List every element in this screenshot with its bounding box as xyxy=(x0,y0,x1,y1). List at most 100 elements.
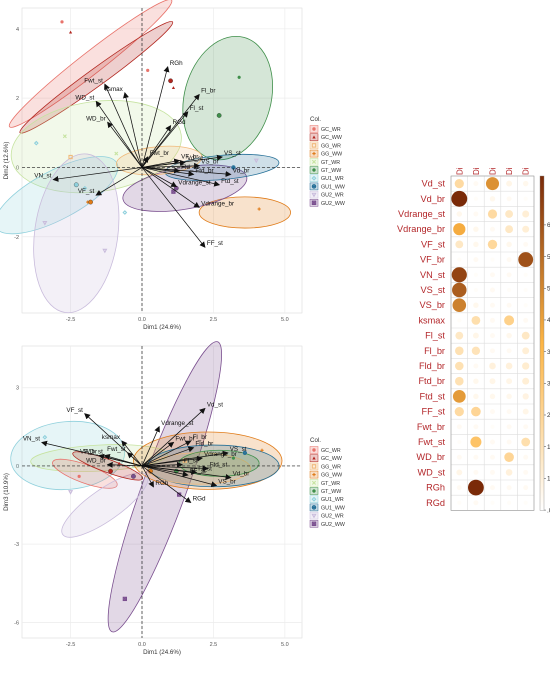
heatmap-dot xyxy=(452,282,467,298)
heatmap-dot xyxy=(473,378,479,384)
vector-label: VF_st xyxy=(78,188,95,195)
vector-label: FF_st xyxy=(207,240,223,247)
vector-label: WD_br xyxy=(86,115,106,122)
heatmap-dot xyxy=(473,226,479,232)
legend-marker xyxy=(312,127,316,131)
legend-marker xyxy=(311,480,317,485)
legend-marker xyxy=(312,151,316,156)
data-point xyxy=(117,461,121,465)
y-tick-label: -2 xyxy=(14,235,19,241)
vector-label: Vdrange_st xyxy=(178,179,210,186)
confidence-ellipse xyxy=(198,196,291,229)
legend-marker xyxy=(311,496,317,502)
heatmap-dot xyxy=(455,376,464,386)
x-tick-label: 2.5 xyxy=(210,642,218,648)
pca-biplot-dim1-dim3: -2.5 0.0 2.5 5.0 -6 -3 0 3 Vd_st Vdrange_st Fwt_br… xyxy=(3,341,345,656)
loading-vector xyxy=(141,461,183,468)
x-tick-label: -2.5 xyxy=(66,642,75,648)
heatmap-dot xyxy=(473,469,479,475)
heatmap-row-label: VN_st xyxy=(420,270,445,280)
confidence-ellipse xyxy=(122,164,248,212)
heatmap-row-label: WD_st xyxy=(417,467,445,477)
heatmap-dot xyxy=(471,346,481,355)
colorbar-tick-label: 19 xyxy=(547,444,550,451)
vector-label: Ftd_br xyxy=(195,167,213,174)
heatmap-row-label: RGd xyxy=(426,498,445,508)
group-centroid xyxy=(168,78,173,84)
heatmap-row-label: VS_st xyxy=(420,285,445,295)
vector-label: Vd_br xyxy=(233,167,250,174)
data-point xyxy=(68,30,73,34)
plot-area xyxy=(21,345,303,639)
y-tick-label: -3 xyxy=(14,542,19,548)
heatmap-dot xyxy=(490,302,495,308)
data-point xyxy=(42,221,48,226)
heatmap-dot xyxy=(506,180,513,187)
loading-vector xyxy=(95,167,143,196)
legend-key xyxy=(309,190,319,199)
legend-title: Col. xyxy=(310,116,321,123)
loading-vector xyxy=(141,465,218,488)
data-point xyxy=(231,456,236,460)
heatmap-dot xyxy=(473,196,479,201)
loading-vector xyxy=(141,167,195,177)
legend-marker xyxy=(311,521,317,527)
heatmap-row-label: Ftd_st xyxy=(419,391,445,401)
legend-label: GU1_WW xyxy=(321,184,345,190)
heatmap-dot xyxy=(456,454,462,460)
heatmap-row-label: RGh xyxy=(426,483,445,493)
heatmap-dot xyxy=(523,287,528,293)
vector-label: VS_st xyxy=(224,150,241,157)
heatmap-dot xyxy=(457,318,462,323)
vector-label: Fl_st xyxy=(184,458,198,465)
data-point xyxy=(122,596,128,602)
heatmap-dot xyxy=(490,454,495,460)
heatmap-dot xyxy=(473,181,479,187)
heatmap-dot xyxy=(490,409,495,415)
heatmap-dot xyxy=(490,439,495,445)
heatmap-dot xyxy=(490,226,495,232)
vector-label: WD_br xyxy=(86,458,106,465)
y-axis-title: Dim2 (12.6%) xyxy=(3,142,10,180)
heatmap-column-label: Dim.2 xyxy=(472,168,481,175)
loading-vector xyxy=(107,121,143,168)
data-point xyxy=(257,207,261,211)
loading-vector xyxy=(141,167,221,187)
heatmap-dot xyxy=(457,500,462,505)
x-tick-label: 2.5 xyxy=(210,317,218,323)
vector-label: Fl_st xyxy=(198,465,212,472)
heatmap-dot xyxy=(506,257,512,263)
heatmap-dot xyxy=(487,209,498,219)
heatmap-row-label: Fld_br xyxy=(419,361,445,371)
heatmap-dot xyxy=(452,298,467,312)
vector-label: Vdrange_br xyxy=(201,200,234,207)
heatmap-dot xyxy=(506,272,512,278)
heatmap-dot xyxy=(523,303,528,308)
heatmap-dot xyxy=(473,272,479,277)
heatmap-dot xyxy=(523,272,528,277)
heatmap-dot xyxy=(521,437,531,447)
vector-label: VF_br xyxy=(181,154,198,161)
heatmap-dot xyxy=(504,315,515,326)
x-tick-label: 0.0 xyxy=(138,317,146,323)
heatmap-column-label: Dim.3 xyxy=(489,168,498,175)
heatmap-dot xyxy=(522,393,529,400)
y-tick-label: -6 xyxy=(14,620,19,626)
heatmap-dot xyxy=(457,257,462,262)
vector-label: VN_st xyxy=(23,435,40,442)
heatmap-dot xyxy=(490,485,495,491)
heatmap-dot xyxy=(473,363,479,369)
heatmap-dot xyxy=(490,333,495,339)
legend-key xyxy=(309,141,319,150)
data-point xyxy=(42,434,48,440)
colorbar-tick-label: .06 xyxy=(547,507,550,514)
legend-label: GG_WW xyxy=(321,473,342,479)
heatmap-row-label: Vd_br xyxy=(420,194,445,204)
heatmap-dot xyxy=(522,408,529,415)
heatmap-row-label: WD_br xyxy=(416,452,445,462)
data-point xyxy=(171,189,176,194)
heatmap-dot xyxy=(473,500,479,506)
y-tick-label: 3 xyxy=(16,386,19,392)
heatmap-dot xyxy=(506,332,512,339)
heatmap-dot xyxy=(523,454,529,460)
